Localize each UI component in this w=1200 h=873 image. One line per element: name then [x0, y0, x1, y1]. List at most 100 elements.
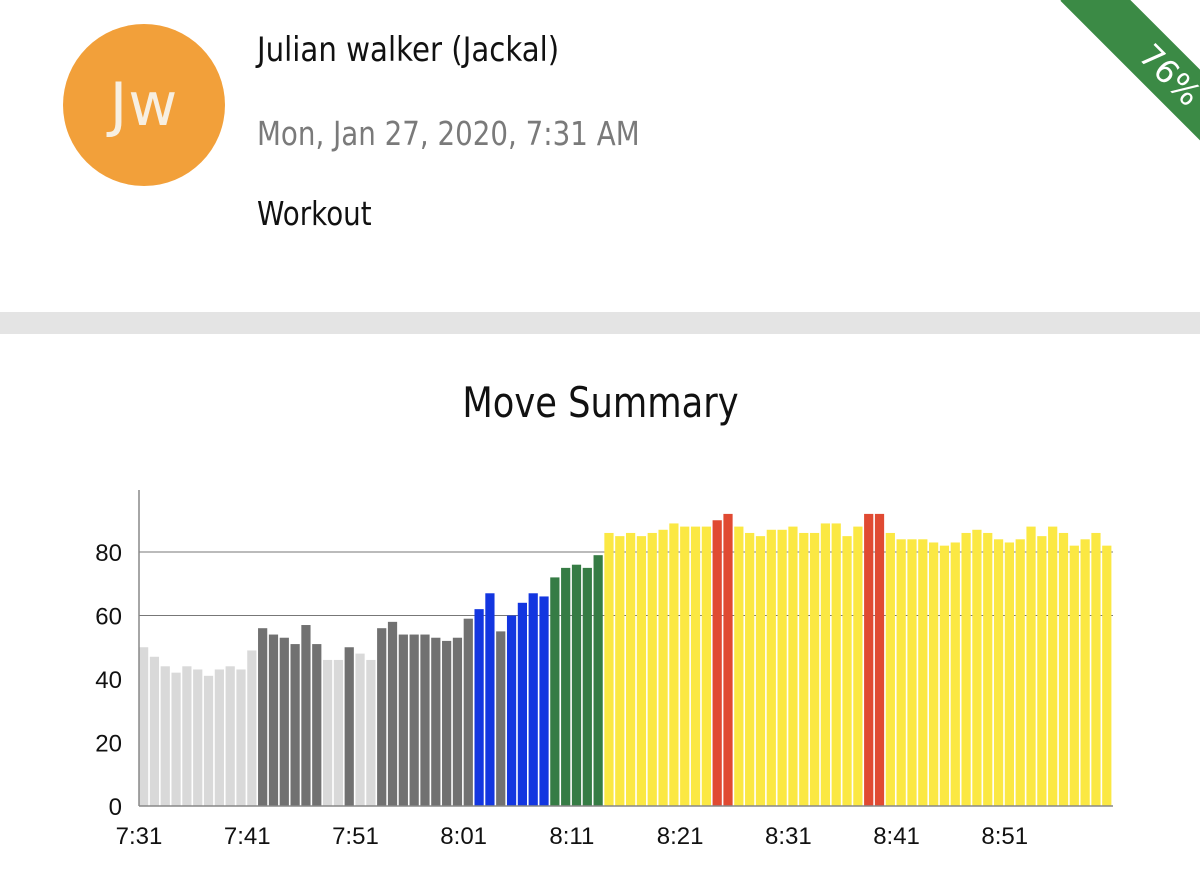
bar-76 — [961, 532, 971, 806]
bar-52 — [701, 526, 711, 806]
bar-39 — [561, 567, 571, 807]
bar-80 — [1004, 542, 1014, 806]
y-axis-tick-labels: 0 20 40 60 80 — [95, 540, 122, 821]
bar-65 — [842, 536, 852, 807]
bar-40 — [571, 564, 582, 806]
bar-54 — [723, 513, 733, 806]
x-tick-label: 8:41 — [873, 823, 920, 850]
bar-64 — [831, 523, 841, 806]
bar-55 — [734, 526, 744, 806]
bar-18 — [333, 659, 344, 806]
bar-57 — [755, 536, 766, 807]
bar-89 — [1102, 545, 1112, 806]
bar-72 — [918, 539, 928, 806]
bar-51 — [690, 526, 701, 806]
bar-83 — [1037, 536, 1047, 807]
bar-13 — [279, 637, 289, 806]
bar-66 — [853, 526, 863, 806]
chart-title-text: Move Summary — [461, 378, 739, 427]
bar-28 — [442, 640, 452, 806]
bar-59 — [777, 529, 787, 806]
workout-datetime: Mon, Jan 27, 2020, 7:31 AM — [257, 114, 640, 153]
bar-75 — [950, 542, 960, 806]
bar-84 — [1048, 526, 1058, 806]
effort-percentage-label: 76% — [1131, 36, 1200, 114]
bar-58 — [766, 529, 776, 806]
bar-25 — [409, 634, 419, 806]
bar-30 — [463, 618, 473, 806]
bar-34 — [506, 615, 517, 806]
bar-31 — [474, 609, 484, 806]
bar-69 — [885, 532, 895, 806]
bar-38 — [550, 577, 560, 806]
bar-29 — [452, 637, 463, 806]
y-tick-label: 40 — [95, 667, 122, 694]
bar-26 — [420, 634, 430, 806]
bar-33 — [496, 631, 506, 807]
bar-36 — [528, 593, 538, 806]
bar-17 — [322, 659, 333, 806]
bar-11 — [258, 628, 268, 806]
avatar[interactable]: Jw — [63, 24, 225, 186]
chart-axes — [138, 490, 1113, 807]
bar-43 — [604, 532, 614, 806]
bar-60 — [788, 526, 798, 806]
bar-19 — [344, 647, 354, 806]
bar-5 — [193, 669, 203, 806]
x-tick-label: 8:21 — [657, 823, 704, 850]
bar-27 — [431, 637, 441, 806]
bar-24 — [398, 634, 408, 806]
bar-12 — [268, 634, 279, 806]
x-tick-label: 8:11 — [549, 823, 594, 850]
workout-header: Jw Julian walker (Jackal) Mon, Jan 27, 2… — [0, 0, 1200, 312]
bar-45 — [626, 532, 636, 806]
bar-32 — [485, 593, 495, 806]
bar-48 — [658, 529, 668, 806]
bar-41 — [582, 567, 592, 807]
bar-4 — [182, 666, 192, 806]
bar-68 — [874, 513, 885, 806]
x-tick-label: 7:51 — [332, 823, 379, 850]
chart-title: Move Summary — [0, 378, 1200, 427]
bar-44 — [615, 536, 625, 807]
bar-20 — [355, 653, 365, 806]
bar-50 — [680, 526, 690, 806]
bar-85 — [1058, 532, 1069, 806]
user-name[interactable]: Julian walker (Jackal) — [257, 30, 560, 70]
x-tick-label: 8:51 — [981, 823, 1028, 850]
x-axis-tick-labels: 7:31 7:41 7:51 8:01 8:11 8:21 8:31 8:41 8:51 — [116, 823, 1028, 850]
bar-1 — [149, 656, 160, 806]
bar-62 — [809, 532, 820, 806]
bar-70 — [896, 539, 906, 806]
y-tick-label: 20 — [95, 731, 122, 758]
bar-67 — [864, 513, 874, 806]
effort-percentage-ribbon: 76% — [1060, 0, 1200, 185]
bar-22 — [377, 628, 387, 806]
bar-82 — [1026, 526, 1036, 806]
bar-73 — [929, 542, 939, 806]
bar-56 — [745, 532, 755, 806]
bar-16 — [312, 644, 322, 806]
bar-78 — [983, 532, 993, 806]
bar-0 — [139, 647, 149, 806]
y-tick-label: 0 — [109, 794, 122, 821]
bar-49 — [669, 523, 679, 806]
bar-71 — [907, 539, 917, 806]
bar-63 — [820, 523, 831, 806]
bar-42 — [593, 555, 603, 806]
bar-7 — [214, 669, 224, 806]
bar-23 — [387, 621, 398, 806]
bar-37 — [539, 596, 549, 806]
bar-81 — [1015, 539, 1025, 806]
move-summary-chart: 0 20 40 60 80 7:31 7:41 7:51 8:01 8:11 8:21 8:31 8:… — [95, 490, 1113, 850]
x-tick-label: 8:01 — [440, 823, 487, 850]
bar-15 — [301, 625, 311, 806]
bar-10 — [247, 650, 257, 806]
bar-87 — [1080, 539, 1090, 806]
bar-74 — [939, 545, 950, 806]
bar-6 — [203, 675, 214, 806]
bar-88 — [1091, 532, 1101, 806]
x-tick-label: 7:31 — [116, 823, 163, 850]
bar-35 — [517, 602, 527, 806]
bar-8 — [225, 666, 235, 806]
